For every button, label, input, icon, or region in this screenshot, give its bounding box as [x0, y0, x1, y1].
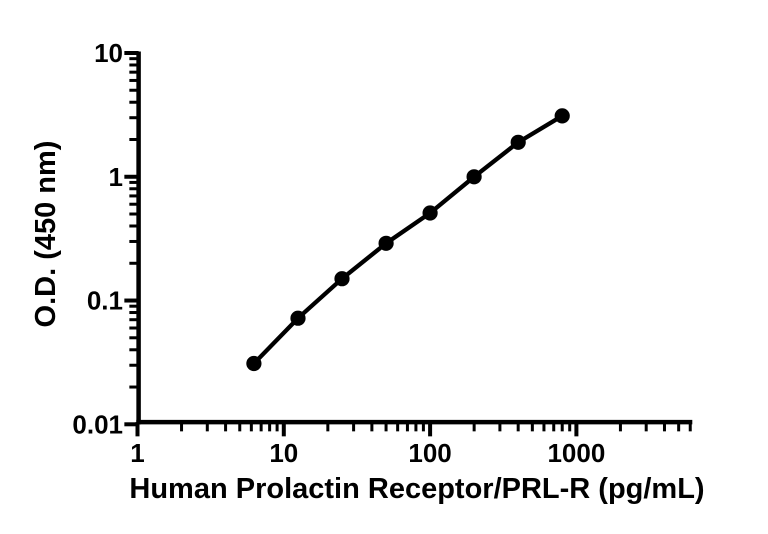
data-point	[466, 169, 482, 185]
y-axis-title: O.D. (450 nm)	[30, 141, 62, 328]
data-point	[246, 355, 262, 372]
x-tick-label: 1000	[547, 438, 605, 468]
data-series	[246, 108, 570, 372]
y-tick-label: 1	[109, 162, 123, 192]
data-point	[422, 205, 438, 221]
y-tick-label: 0.01	[72, 409, 123, 439]
y-tick-label: 0.1	[87, 286, 123, 316]
data-point	[334, 271, 350, 287]
y-tick-label: 10	[94, 38, 123, 68]
data-point	[554, 108, 570, 124]
data-point	[378, 235, 394, 251]
tick-labels: 1 10 100 1000 0.01 0.1 1 10	[72, 38, 605, 468]
data-point	[510, 134, 526, 150]
series-line	[251, 113, 565, 366]
x-tick-label: 100	[408, 438, 451, 468]
x-tick-label: 1	[130, 438, 144, 468]
x-tick-label: 10	[269, 438, 298, 468]
x-axis-title: Human Prolactin Receptor/PRL-R (pg/mL)	[129, 473, 704, 505]
axes	[124, 50, 693, 437]
data-point	[290, 310, 306, 326]
